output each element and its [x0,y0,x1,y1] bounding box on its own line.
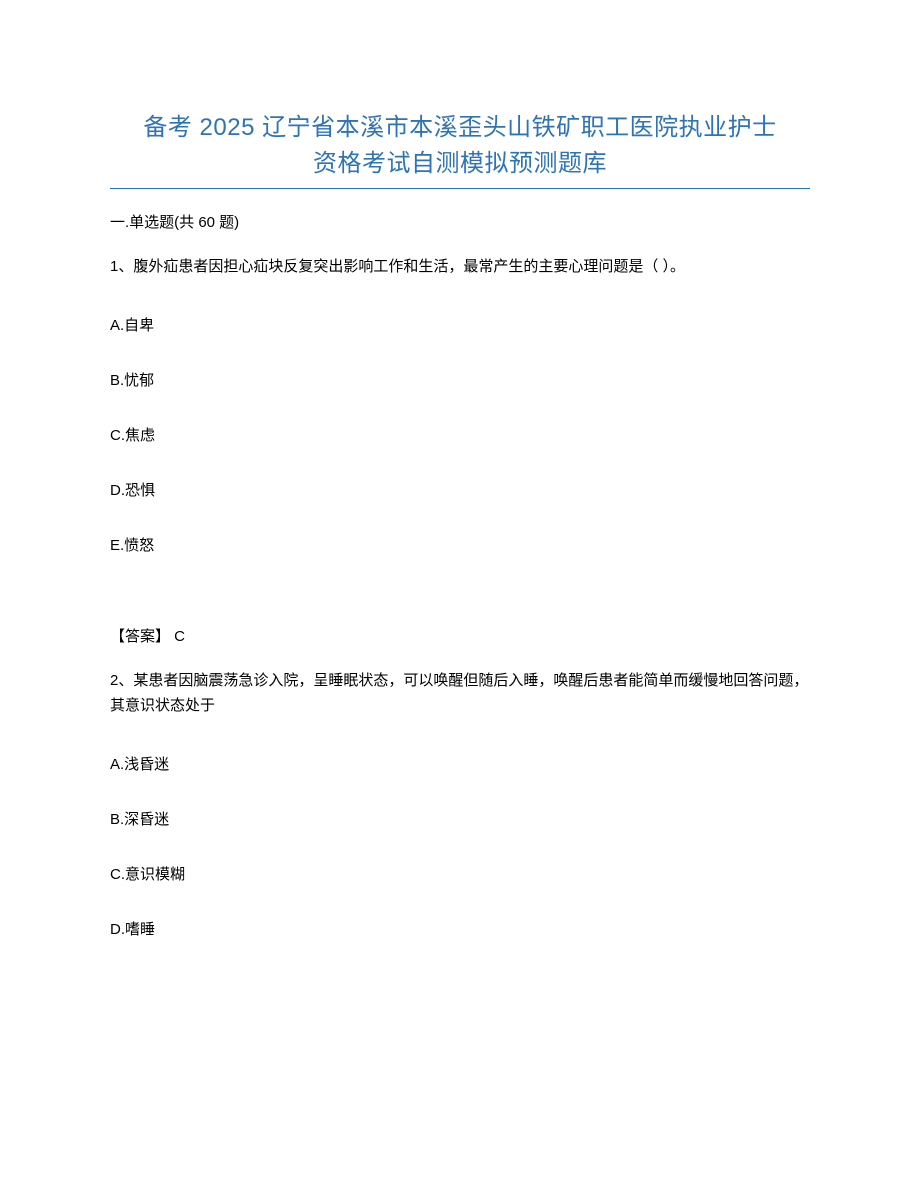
document-title: 备考 2025 辽宁省本溪市本溪歪头山铁矿职工医院执业护士 资格考试自测模拟预测… [110,110,810,189]
question-1-option-c: C.焦虑 [110,424,810,445]
question-1-option-b: B.忧郁 [110,369,810,390]
title-line-1: 备考 2025 辽宁省本溪市本溪歪头山铁矿职工医院执业护士 [143,114,776,141]
question-1-answer: 【答案】 C [110,625,810,646]
question-2-stem: 2、某患者因脑震荡急诊入院，呈睡眠状态，可以唤醒但随后入睡，唤醒后患者能简单而缓… [110,668,810,719]
title-line-2: 资格考试自测模拟预测题库 [313,150,607,177]
question-1-option-d: D.恐惧 [110,479,810,500]
question-2-option-d: D.嗜睡 [110,918,810,939]
question-1-stem: 1、腹外疝患者因担心疝块反复突出影响工作和生活，最常产生的主要心理问题是（ ）。 [110,254,810,280]
question-1-option-a: A.自卑 [110,314,810,335]
question-2-option-a: A.浅昏迷 [110,753,810,774]
section-heading: 一.单选题(共 60 题) [110,211,810,232]
question-1-option-e: E.愤怒 [110,534,810,555]
question-2-option-c: C.意识模糊 [110,863,810,884]
question-2-option-b: B.深昏迷 [110,808,810,829]
